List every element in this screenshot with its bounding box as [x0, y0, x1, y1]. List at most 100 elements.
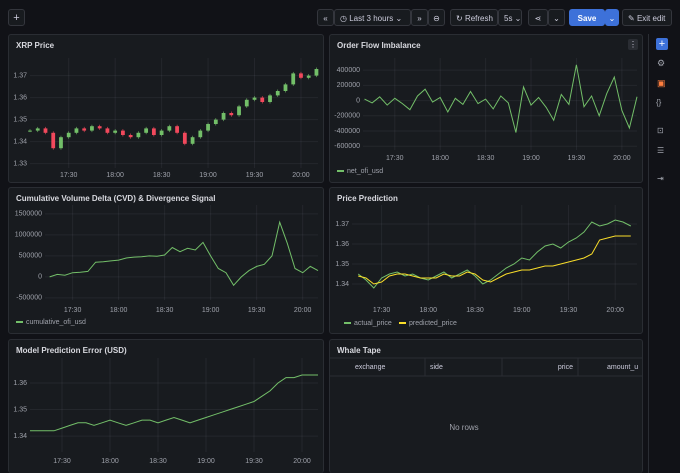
collapse-icon[interactable]: ⇥: [657, 174, 664, 183]
panel: Price Prediction: [329, 187, 643, 334]
share-button[interactable]: ⋖: [528, 9, 548, 26]
outline-icon[interactable]: ☰: [657, 146, 665, 155]
legend-label: actual_price: [354, 320, 392, 327]
exit-label: Exit edit: [636, 14, 666, 23]
y-tick-label: -500000: [16, 295, 42, 302]
panel: Whale Tape: [329, 339, 643, 473]
x-tick-label: 19:30: [560, 307, 578, 314]
x-tick-label: 17:30: [386, 155, 404, 162]
save-menu[interactable]: ⌄: [605, 9, 619, 26]
series-line: [364, 64, 638, 133]
empty-message: No rows: [449, 423, 478, 432]
column-header: price: [558, 364, 573, 371]
zoom-out-button[interactable]: ⊖: [428, 9, 445, 26]
interval-picker[interactable]: 5s ⌄: [498, 9, 522, 26]
x-tick-label: 17:30: [64, 307, 82, 314]
y-tick-label: 200000: [337, 82, 360, 89]
legend-label: cumulative_ofi_usd: [26, 319, 86, 326]
time-forward-button[interactable]: »: [411, 9, 428, 26]
y-tick-label: 1.33: [13, 160, 27, 167]
x-tick-label: 19:00: [197, 458, 215, 465]
x-tick-label: 18:00: [420, 307, 438, 314]
panel-menu[interactable]: ⋮: [628, 39, 638, 50]
y-tick-label: 1.36: [13, 94, 27, 101]
y-tick-label: 1.35: [13, 116, 27, 123]
panel-title: XRP Price: [16, 41, 55, 50]
comment-icon[interactable]: ▣: [657, 78, 666, 88]
x-tick-label: 20:00: [294, 307, 312, 314]
legend-swatch: [399, 322, 406, 324]
x-tick-label: 19:30: [568, 155, 586, 162]
save-button[interactable]: Save: [569, 9, 605, 26]
panel: XRP Price: [8, 34, 324, 183]
add-icon[interactable]: +: [656, 38, 668, 50]
x-tick-label: 19:30: [245, 458, 263, 465]
y-tick-label: 1.37: [335, 221, 349, 228]
x-tick-label: 20:00: [293, 458, 311, 465]
panel-title: Order Flow Imbalance: [337, 41, 421, 50]
interval-label: 5s: [504, 14, 513, 23]
y-tick-label: 1.35: [13, 406, 27, 413]
panel: Model Prediction Error (USD): [8, 339, 324, 473]
y-tick-label: 1.36: [13, 380, 27, 387]
legend-swatch: [344, 322, 351, 324]
time-picker[interactable]: ◷ Last 3 hours ⌄: [334, 9, 411, 26]
column-header: exchange: [355, 364, 385, 371]
y-tick-label: 0: [38, 274, 42, 281]
x-tick-label: 18:30: [466, 307, 484, 314]
panel-title: Price Prediction: [337, 194, 398, 203]
y-tick-label: 1.34: [13, 433, 27, 440]
x-tick-label: 20:00: [292, 172, 310, 179]
x-tick-label: 18:30: [156, 307, 174, 314]
legend-swatch: [337, 170, 344, 172]
exit-edit-button[interactable]: ✎ Exit edit: [622, 9, 672, 26]
x-tick-label: 17:30: [60, 172, 78, 179]
y-tick-label: 0: [356, 97, 360, 104]
y-tick-label: 1.35: [335, 261, 349, 268]
x-tick-label: 20:00: [606, 307, 624, 314]
x-tick-label: 18:30: [477, 155, 495, 162]
y-tick-label: -600000: [334, 143, 360, 150]
y-tick-label: 1.37: [13, 72, 27, 79]
panel: Order Flow Imbalance ⋮: [329, 34, 643, 183]
panel-title: Cumulative Volume Delta (CVD) & Divergen…: [16, 194, 216, 203]
x-tick-label: 19:30: [248, 307, 266, 314]
sidebar: + ⚙ ▣ {} ⊡ ☰ ⇥: [648, 34, 680, 473]
y-tick-label: 1.36: [335, 241, 349, 248]
y-tick-label: -400000: [334, 128, 360, 135]
time-back-button[interactable]: «: [317, 9, 334, 26]
panel-title: Model Prediction Error (USD): [16, 346, 127, 355]
column-header: amount_u: [607, 364, 638, 371]
x-tick-label: 18:00: [106, 172, 124, 179]
x-tick-label: 19:00: [202, 307, 220, 314]
x-tick-label: 18:00: [431, 155, 449, 162]
legend-swatch: [16, 321, 23, 323]
x-tick-label: 20:00: [613, 155, 631, 162]
series-line: [49, 220, 319, 287]
x-tick-label: 18:30: [153, 172, 171, 179]
series-line: [30, 374, 318, 432]
y-tick-label: 500000: [19, 253, 42, 260]
x-tick-label: 18:30: [149, 458, 167, 465]
x-tick-label: 18:00: [110, 307, 128, 314]
time-range-label: Last 3 hours: [349, 14, 394, 23]
y-tick-label: 1500000: [15, 211, 42, 218]
x-tick-label: 19:30: [246, 172, 264, 179]
column-header: side: [430, 364, 443, 371]
y-tick-label: 1.34: [13, 138, 27, 145]
x-tick-label: 18:00: [101, 458, 119, 465]
x-tick-label: 19:00: [199, 172, 217, 179]
legend-label: predicted_price: [409, 320, 457, 327]
panel: Cumulative Volume Delta (CVD) & Divergen…: [8, 187, 324, 334]
library-icon[interactable]: ⊡: [657, 126, 664, 135]
add-button[interactable]: +: [8, 9, 25, 26]
y-tick-label: 400000: [337, 67, 360, 74]
series-line: [357, 219, 632, 289]
refresh-button[interactable]: ↻ Refresh: [450, 9, 498, 26]
x-tick-label: 19:00: [513, 307, 531, 314]
settings-icon[interactable]: ⚙: [657, 58, 666, 68]
json-icon[interactable]: {}: [656, 98, 662, 107]
share-menu[interactable]: ⌄: [548, 9, 565, 26]
